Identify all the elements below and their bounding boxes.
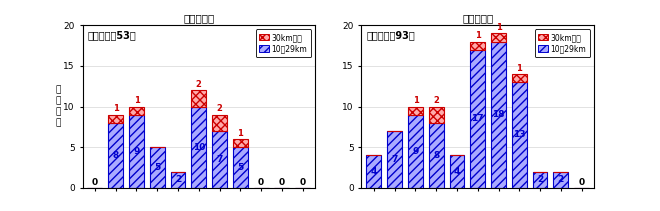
Legend: 30km以上, 10～29km: 30km以上, 10～29km bbox=[255, 29, 311, 57]
Bar bbox=[512, 82, 527, 188]
Bar bbox=[108, 115, 123, 123]
Text: 2: 2 bbox=[537, 175, 543, 184]
Text: 2: 2 bbox=[434, 96, 439, 105]
Text: 8: 8 bbox=[433, 151, 440, 160]
Bar bbox=[170, 172, 185, 188]
Bar bbox=[408, 107, 423, 115]
Text: 5: 5 bbox=[154, 163, 160, 172]
Text: 0: 0 bbox=[300, 178, 306, 187]
Bar bbox=[471, 50, 485, 188]
Text: 7: 7 bbox=[216, 155, 222, 164]
Bar bbox=[429, 123, 444, 188]
Text: 1: 1 bbox=[133, 96, 139, 105]
Text: 下り合計：53回: 下り合計：53回 bbox=[87, 30, 136, 40]
Bar bbox=[533, 172, 548, 188]
Bar bbox=[129, 115, 144, 188]
Text: 18: 18 bbox=[492, 110, 505, 119]
Title: 《上り線》: 《上り線》 bbox=[462, 13, 494, 23]
Text: 13: 13 bbox=[513, 130, 525, 139]
Bar bbox=[233, 139, 248, 147]
Bar bbox=[233, 147, 248, 188]
Text: 9: 9 bbox=[133, 147, 140, 156]
Text: 2: 2 bbox=[175, 175, 181, 184]
Bar bbox=[449, 155, 465, 188]
Text: 0: 0 bbox=[279, 178, 285, 187]
Text: 2: 2 bbox=[558, 175, 564, 184]
Legend: 30km以上, 10～29km: 30km以上, 10～29km bbox=[535, 29, 590, 57]
Text: 9: 9 bbox=[412, 147, 418, 156]
Text: 2: 2 bbox=[216, 104, 222, 114]
Text: 2: 2 bbox=[196, 80, 202, 89]
Bar bbox=[553, 172, 568, 188]
Text: 5: 5 bbox=[237, 163, 244, 172]
Bar bbox=[512, 74, 527, 82]
Bar bbox=[212, 131, 227, 188]
Title: 《下り線》: 《下り線》 bbox=[183, 13, 214, 23]
Text: 1: 1 bbox=[496, 23, 502, 32]
Bar bbox=[408, 115, 423, 188]
Bar bbox=[212, 115, 227, 131]
Bar bbox=[150, 147, 165, 188]
Bar bbox=[191, 90, 206, 107]
Text: 8: 8 bbox=[113, 151, 119, 160]
Bar bbox=[191, 107, 206, 188]
Text: 10: 10 bbox=[193, 143, 205, 152]
Bar bbox=[491, 42, 506, 188]
Text: 4: 4 bbox=[454, 167, 460, 176]
Text: 上り合計：93回: 上り合計：93回 bbox=[366, 30, 415, 40]
Text: 0: 0 bbox=[258, 178, 264, 187]
Bar bbox=[129, 107, 144, 115]
Text: 1: 1 bbox=[516, 64, 522, 73]
Text: 7: 7 bbox=[391, 155, 398, 164]
Text: 1: 1 bbox=[113, 104, 119, 114]
Text: 4: 4 bbox=[371, 167, 377, 176]
Text: 1: 1 bbox=[475, 31, 480, 40]
Bar bbox=[387, 131, 402, 188]
Text: 17: 17 bbox=[471, 114, 484, 123]
Bar bbox=[108, 123, 123, 188]
Bar bbox=[471, 42, 485, 50]
Text: 0: 0 bbox=[92, 178, 98, 187]
Text: 1: 1 bbox=[238, 129, 243, 138]
Text: 0: 0 bbox=[578, 178, 585, 187]
Text: 1: 1 bbox=[412, 96, 418, 105]
Bar bbox=[366, 155, 381, 188]
Bar bbox=[491, 33, 506, 42]
Y-axis label: 渋
滞
回
数: 渋 滞 回 数 bbox=[55, 85, 61, 128]
Bar bbox=[429, 107, 444, 123]
